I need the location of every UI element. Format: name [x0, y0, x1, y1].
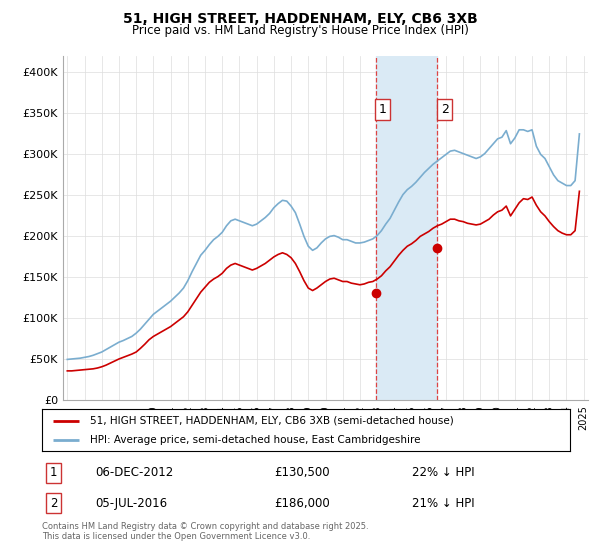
- Text: 21% ↓ HPI: 21% ↓ HPI: [412, 497, 474, 510]
- Text: 22% ↓ HPI: 22% ↓ HPI: [412, 466, 474, 479]
- Bar: [376, 56, 437, 400]
- Text: 1: 1: [50, 466, 58, 479]
- Text: HPI: Average price, semi-detached house, East Cambridgeshire: HPI: Average price, semi-detached house,…: [89, 435, 420, 445]
- Text: £186,000: £186,000: [274, 497, 330, 510]
- Text: £130,500: £130,500: [274, 466, 330, 479]
- Text: 05-JUL-2016: 05-JUL-2016: [95, 497, 167, 510]
- Text: 2: 2: [441, 103, 449, 116]
- Text: 51, HIGH STREET, HADDENHAM, ELY, CB6 3XB (semi-detached house): 51, HIGH STREET, HADDENHAM, ELY, CB6 3XB…: [89, 416, 453, 426]
- Text: 06-DEC-2012: 06-DEC-2012: [95, 466, 173, 479]
- Text: 51, HIGH STREET, HADDENHAM, ELY, CB6 3XB: 51, HIGH STREET, HADDENHAM, ELY, CB6 3XB: [122, 12, 478, 26]
- Text: Contains HM Land Registry data © Crown copyright and database right 2025.
This d: Contains HM Land Registry data © Crown c…: [42, 522, 368, 542]
- Text: 1: 1: [379, 103, 387, 116]
- Text: 2: 2: [50, 497, 58, 510]
- Text: Price paid vs. HM Land Registry's House Price Index (HPI): Price paid vs. HM Land Registry's House …: [131, 24, 469, 36]
